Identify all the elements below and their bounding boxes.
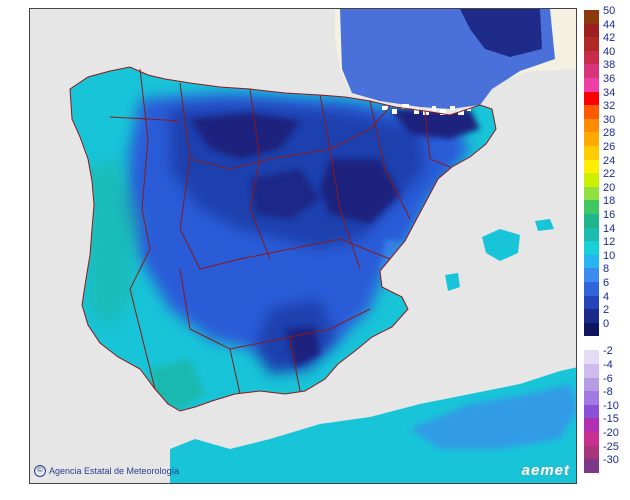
africa-cold [410,384,576,449]
province-borders [69,66,497,412]
copyright-icon: © [34,465,46,477]
legend-label-neg-4: -10 [603,399,619,412]
legend-swatch-neg-3 [584,391,599,405]
legend-swatch-pos-14 [584,200,599,214]
legend-swatch-pos-12 [584,173,599,187]
legend-swatch-pos-7 [584,105,599,119]
legend-swatch-pos-8 [584,118,599,133]
legend-swatch-pos-3 [584,50,599,65]
legend-swatch-pos-16 [584,227,599,242]
legend-swatch-pos-18 [584,254,599,269]
legend-label-pos-12: 22 [603,168,616,181]
legend-swatch-neg-7 [584,445,599,460]
legend-swatch-neg-2 [584,377,599,392]
legend-swatch-pos-4 [584,64,599,78]
menorca [535,219,554,231]
legend-swatch-pos-5 [584,78,599,92]
legend-label-pos-6: 34 [603,86,616,99]
legend-swatch-pos-2 [584,37,599,51]
temperature-map: © Agencia Estatal de Meteorología aemet [29,8,577,484]
legend-label-pos-2: 42 [603,32,616,45]
legend-label-pos-10: 26 [603,141,616,153]
legend-swatch-neg-1 [584,364,599,378]
map-canvas [30,9,576,483]
legend-label-pos-13: 20 [603,181,616,194]
legend-swatch-pos-6 [584,91,599,106]
legend-label-pos-16: 14 [603,222,616,235]
legend-label-pos-23: 0 [603,317,610,330]
legend-swatch-pos-20 [584,282,599,296]
legend-swatch-pos-22 [584,309,599,323]
legend-swatch-pos-21 [584,295,599,310]
aemet-logo: aemet [521,462,570,479]
north-africa [170,367,576,483]
legend-swatch-pos-11 [584,159,599,174]
legend-label-pos-14: 18 [603,195,616,208]
legend-swatch-pos-19 [584,268,599,282]
legend-label-pos-5: 36 [603,73,616,85]
legend-label-pos-20: 6 [603,277,610,289]
legend-label-neg-7: -25 [603,440,619,453]
legend-label-pos-7: 32 [603,100,616,113]
legend-label-pos-15: 16 [603,209,616,221]
legend-swatch-neg-6 [584,432,599,446]
legend-label-neg-6: -20 [603,427,619,439]
legend-label-neg-1: -4 [603,359,613,371]
mallorca [482,229,520,261]
color-legend: 50 44 42 40 38 36 34 32 30 28 26 24 22 20 18 16 14 12 10 8 6… [584,6,630,492]
legend-label-pos-19: 8 [603,263,610,276]
legend-swatch-neg-4 [584,404,599,419]
legend-label-pos-11: 24 [603,154,616,167]
ibiza [445,273,460,291]
legend-label-pos-9: 28 [603,127,616,140]
iberia-temperature-field [85,93,480,409]
legend-swatch-pos-23 [584,322,599,337]
legend-label-pos-1: 44 [603,18,616,31]
legend-swatch-pos-1 [584,23,599,38]
legend-label-neg-3: -8 [603,386,613,399]
legend-swatch-pos-15 [584,214,599,228]
legend-label-pos-0: 50 [603,5,616,17]
legend-label-pos-22: 2 [603,304,610,317]
legend-label-pos-17: 12 [603,236,616,249]
legend-swatch-pos-13 [584,186,599,201]
legend-swatch-neg-5 [584,418,599,432]
legend-label-neg-2: -6 [603,372,613,385]
credit-text: Agencia Estatal de Meteorología [49,466,180,476]
legend-swatch-pos-10 [584,146,599,160]
legend-swatch-neg-8 [584,459,599,473]
legend-label-pos-4: 38 [603,59,616,72]
legend-label-pos-18: 10 [603,249,616,262]
legend-label-pos-21: 4 [603,290,610,303]
credit-line: © Agencia Estatal de Meteorología [34,465,179,477]
legend-swatch-pos-0 [584,10,599,24]
legend-label-pos-8: 30 [603,113,616,126]
legend-swatch-pos-9 [584,132,599,146]
legend-swatch-pos-17 [584,241,599,255]
legend-label-neg-0: -2 [603,345,613,358]
legend-label-neg-5: -15 [603,413,619,426]
france-deep-cold [460,9,542,57]
legend-label-neg-8: -30 [603,454,619,467]
legend-swatch-neg-0 [584,350,599,364]
legend-label-pos-3: 40 [603,45,616,58]
